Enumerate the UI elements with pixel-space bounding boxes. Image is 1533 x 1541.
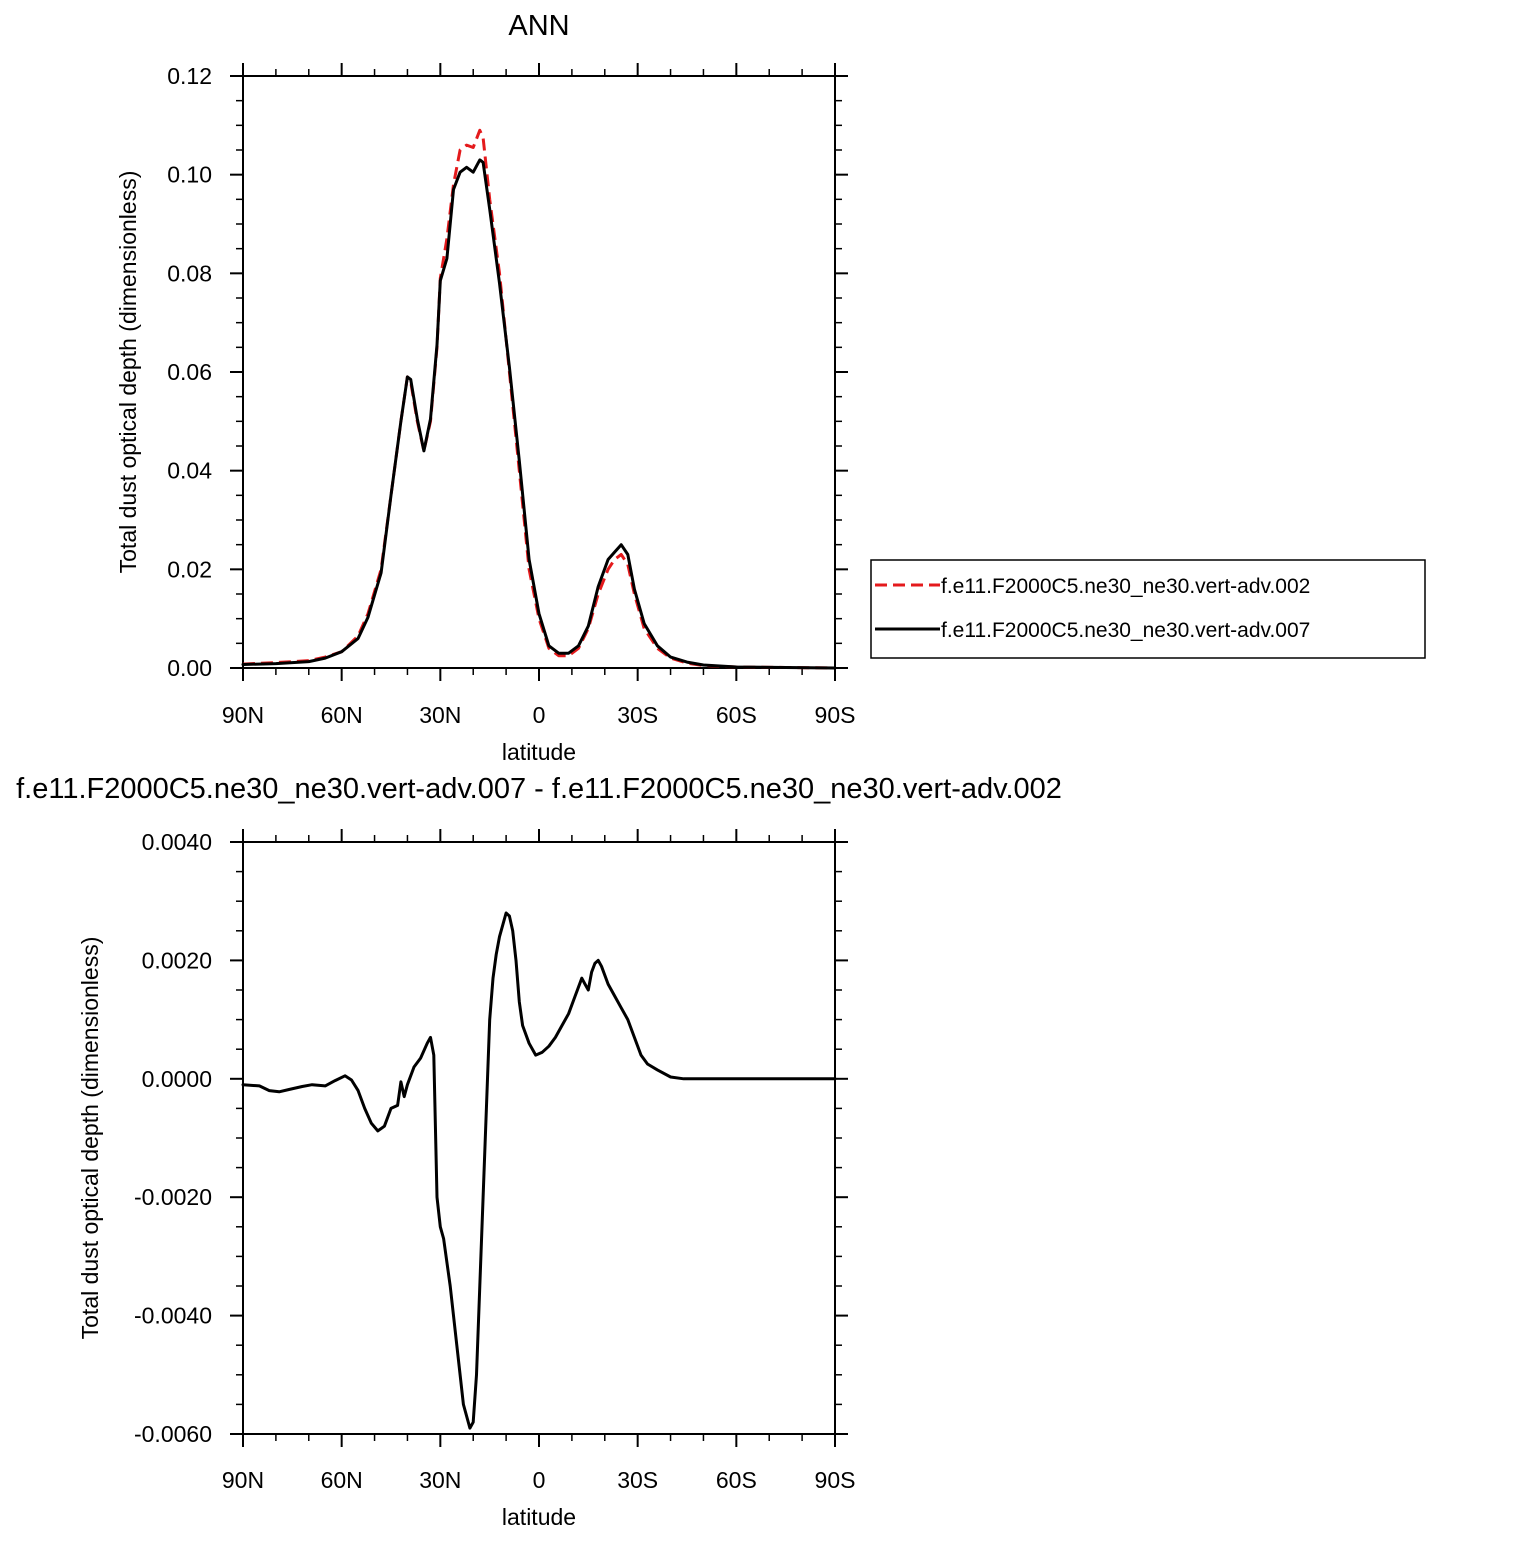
top-y-tick-label: 0.04 — [167, 458, 212, 484]
bottom-x-tick-label: 90S — [815, 1467, 856, 1493]
top-series-line-1 — [241, 158, 837, 670]
top-series-line-0 — [242, 128, 836, 670]
top-x-axis-label: latitude — [502, 739, 576, 765]
top-y-tick-label: 0.06 — [167, 359, 212, 385]
top-y-tick-label: 0.10 — [167, 162, 212, 188]
bottom-x-tick-label: 30S — [617, 1467, 658, 1493]
bottom-chart-title: f.e11.F2000C5.ne30_ne30.vert-adv.007 - f… — [16, 773, 1062, 805]
top-y-tick-label: 0.02 — [167, 556, 212, 582]
top-x-tick-label: 30S — [617, 702, 658, 728]
bottom-x-axis-label: latitude — [502, 1504, 576, 1530]
top-x-tick-label: 30N — [419, 702, 461, 728]
bottom-x-tick-label: 60S — [716, 1467, 757, 1493]
legend: f.e11.F2000C5.ne30_ne30.vert-adv.002 f.e1… — [870, 559, 1426, 659]
top-y-tick-label: 0.00 — [167, 655, 212, 681]
bottom-y-tick-label: -0.0020 — [134, 1184, 212, 1210]
bottom-y-tick-label: -0.0060 — [134, 1421, 212, 1447]
bottom-y-axis-label: Total dust optical depth (dimensionless) — [77, 937, 103, 1340]
bottom-y-tick-label: 0.0020 — [142, 947, 212, 973]
top-x-tick-label: 90S — [815, 702, 856, 728]
top-x-tick-label: 0 — [533, 702, 546, 728]
bottom-panel: f.e11.F2000C5.ne30_ne30.vert-adv.007 - f… — [16, 773, 1062, 1530]
top-x-tick-label: 60N — [321, 702, 363, 728]
top-panel: ANN 90N 60N 30N 0 30S 60S 90S 0.00 0.02 0.04 0.06 0.… — [115, 10, 1426, 765]
top-chart-title: ANN — [508, 10, 569, 42]
top-x-tick-label: 60S — [716, 702, 757, 728]
bottom-y-tick-label: -0.0040 — [134, 1303, 212, 1329]
bottom-plot-frame — [242, 841, 836, 1435]
bottom-x-tick-label: 30N — [419, 1467, 461, 1493]
bottom-y-tick-label: 0.0000 — [142, 1066, 212, 1092]
bottom-y-tick-label: 0.0040 — [142, 829, 212, 855]
bottom-series-line-0 — [241, 911, 837, 1430]
bottom-x-tick-label: 0 — [533, 1467, 546, 1493]
top-y-tick-label: 0.12 — [167, 63, 212, 89]
top-x-tick-label: 90N — [222, 702, 264, 728]
top-y-axis-label: Total dust optical depth (dimensionless) — [115, 171, 141, 574]
top-plot-frame — [242, 75, 836, 669]
legend-label-0: f.e11.F2000C5.ne30_ne30.vert-adv.002 — [941, 575, 1310, 598]
bottom-x-tick-label: 60N — [321, 1467, 363, 1493]
legend-label-1: f.e11.F2000C5.ne30_ne30.vert-adv.007 — [941, 619, 1310, 642]
bottom-x-tick-label: 90N — [222, 1467, 264, 1493]
top-y-tick-label: 0.08 — [167, 260, 212, 286]
legend-box — [870, 559, 1426, 659]
